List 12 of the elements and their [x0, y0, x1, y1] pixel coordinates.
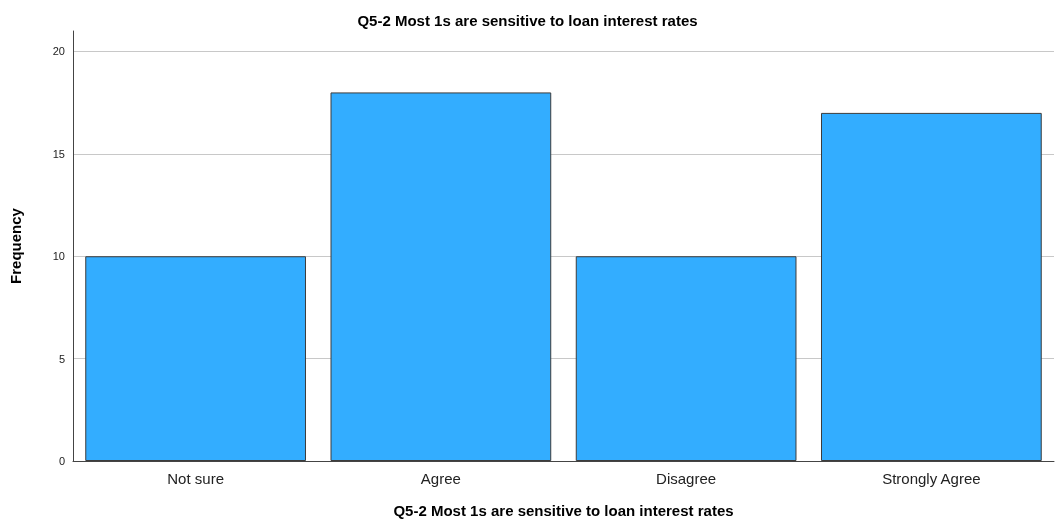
y-tick-label: 5 [58, 352, 65, 365]
y-tick-label: 20 [52, 45, 65, 58]
y-tick-label: 15 [52, 147, 65, 160]
x-tick-label: Not sure [167, 470, 224, 487]
x-tick-label: Disagree [656, 470, 717, 487]
x-axis-title: Q5-2 Most 1s are sensitive to loan interest rates [393, 502, 734, 519]
x-tick-label: Agree [420, 470, 461, 487]
y-tick-label: 0 [58, 455, 65, 467]
chart-title: Q5-2 Most 1s are sensitive to loan interest rates [357, 12, 698, 29]
x-tick-label: Strongly Agree [882, 470, 981, 487]
y-axis-title: Frequency [7, 207, 24, 284]
y-tick-label: 10 [52, 250, 65, 263]
